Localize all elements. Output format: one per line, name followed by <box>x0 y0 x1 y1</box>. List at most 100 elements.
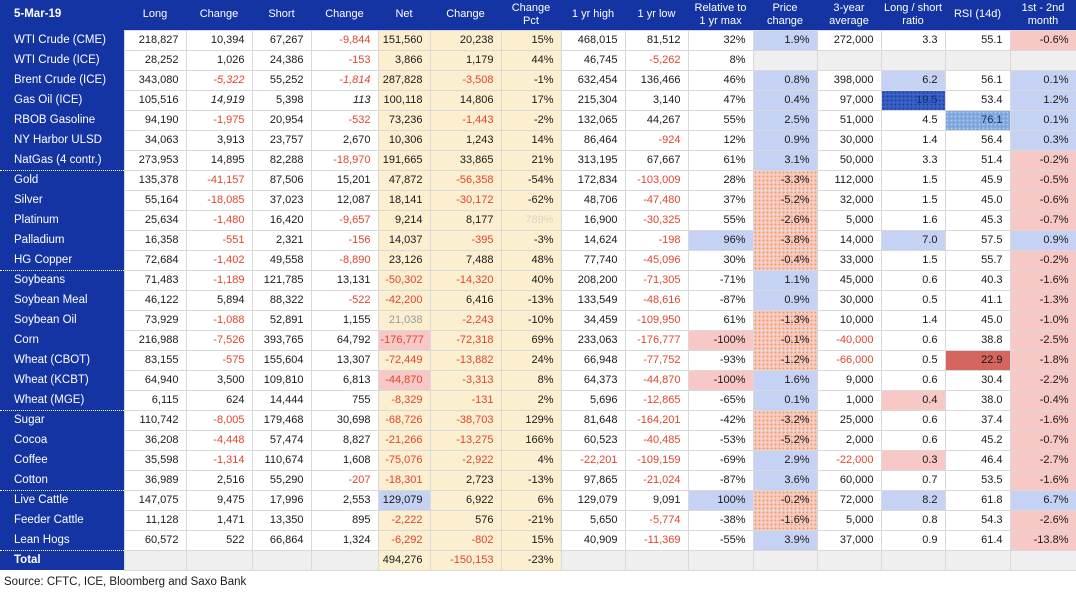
cell: 147,075 <box>123 489 187 511</box>
cell: -3.2% <box>752 409 818 431</box>
cell: 2,516 <box>185 469 253 491</box>
cell: -1.3% <box>1009 289 1076 311</box>
cell: 37% <box>687 189 754 211</box>
cell: -176,777 <box>624 329 689 351</box>
cell: -21,266 <box>377 429 431 451</box>
cell: 8.2 <box>880 489 946 511</box>
cell: 895 <box>310 509 379 531</box>
cell: 0.3 <box>880 449 946 471</box>
cell: 66,948 <box>560 349 626 371</box>
cell: 33,865 <box>429 149 502 171</box>
cell: 5,650 <box>560 509 626 531</box>
cell: 0.5 <box>880 289 946 311</box>
row-label: Cotton <box>0 470 124 490</box>
cell: 313,195 <box>560 149 626 171</box>
cell <box>944 549 1011 571</box>
table-row: Platinum 25,634 -1,480 16,420 -9,657 9,214 8,1… <box>0 209 1076 231</box>
row-label: Soybean Oil <box>0 310 124 330</box>
cell: 8% <box>500 369 562 391</box>
cell: 0.7 <box>880 469 946 491</box>
column-header: 3-year average <box>817 0 881 30</box>
cell: -3.3% <box>752 169 818 191</box>
cell: 3.9% <box>752 529 818 551</box>
cell: 36,208 <box>123 429 187 451</box>
cell: -13% <box>500 469 562 491</box>
cell: -72,318 <box>429 329 502 351</box>
row-label: Wheat (CBOT) <box>0 350 124 370</box>
cell: 48% <box>500 249 562 271</box>
cell: -69% <box>687 449 754 471</box>
cell: 132,065 <box>560 109 626 131</box>
cell: -109,950 <box>624 309 689 331</box>
cell: 55,290 <box>251 469 312 491</box>
cell: -45,096 <box>624 249 689 271</box>
table-row: Silver 55,164 -18,085 37,023 12,087 18,141 -30… <box>0 189 1076 211</box>
cell: 9,214 <box>377 209 431 231</box>
cell: -1.3% <box>752 309 818 331</box>
column-header: 1 yr high <box>561 0 625 30</box>
table-row: Cocoa 36,208 -4,448 57,474 8,827 -21,266 -13,2… <box>0 429 1076 451</box>
cell: 19.5 <box>880 89 946 111</box>
cell: -1.6% <box>1009 409 1076 431</box>
cell: 97,865 <box>560 469 626 491</box>
row-label: HG Copper <box>0 250 124 270</box>
cell: 38.8 <box>944 329 1011 351</box>
table-row: NY Harbor ULSD 34,063 3,913 23,757 2,670 10,3… <box>0 129 1076 151</box>
cell: 53.4 <box>944 89 1011 111</box>
cell: -12,865 <box>624 389 689 411</box>
column-header: Long / short ratio <box>881 0 945 30</box>
cell: 6% <box>500 489 562 511</box>
cell: 100% <box>687 489 754 511</box>
cell: 21% <box>500 149 562 171</box>
cell: 46.4 <box>944 449 1011 471</box>
cell: -0.2% <box>1009 249 1076 271</box>
cell: 208,200 <box>560 269 626 291</box>
row-label: Palladium <box>0 230 124 250</box>
table-header: 5-Mar-19 Long Change Short Change Net Change C… <box>0 0 1076 30</box>
cell: -9,657 <box>310 209 379 231</box>
cell: -1.2% <box>752 349 818 371</box>
cell: -5,322 <box>185 69 253 91</box>
row-label: Gas Oil (ICE) <box>0 90 124 110</box>
cell: 60,572 <box>123 529 187 551</box>
cell: 4.5 <box>880 109 946 131</box>
cell: 6.2 <box>880 69 946 91</box>
table-row: Wheat (CBOT) 83,155 -575 155,604 13,307 -72,4… <box>0 349 1076 371</box>
cell <box>310 549 379 571</box>
cell: -65% <box>687 389 754 411</box>
cell: -66,000 <box>816 349 882 371</box>
cell: 56.4 <box>944 129 1011 151</box>
cell: 51.4 <box>944 149 1011 171</box>
cell <box>624 549 689 571</box>
cell: 1,000 <box>816 389 882 411</box>
cell: 5,000 <box>816 509 882 531</box>
cell: 105,516 <box>123 89 187 111</box>
cell: -87% <box>687 289 754 311</box>
cell: -1.0% <box>1009 309 1076 331</box>
column-header: Short <box>252 0 311 30</box>
cell <box>1009 49 1076 71</box>
cell: 60,000 <box>816 469 882 491</box>
cell <box>1009 549 1076 571</box>
cell: 0.9% <box>752 289 818 311</box>
cell <box>880 549 946 571</box>
column-header: 1st - 2nd month <box>1010 0 1076 30</box>
cell: 494,276 <box>377 549 431 571</box>
cell: -0.7% <box>1009 429 1076 451</box>
table-row: WTI Crude (ICE) 28,252 1,026 24,386 -153 3,86… <box>0 49 1076 71</box>
row-label: Live Cattle <box>0 489 124 510</box>
cell: -22,000 <box>816 449 882 471</box>
cell: 789% <box>500 209 562 231</box>
cell: -13,275 <box>429 429 502 451</box>
cell: 47% <box>687 89 754 111</box>
cell: -575 <box>185 349 253 371</box>
cell: 17% <box>500 89 562 111</box>
cell: 47,872 <box>377 169 431 191</box>
cell: 1.5 <box>880 249 946 271</box>
cell: -5,262 <box>624 49 689 71</box>
cell: 1.6 <box>880 209 946 231</box>
cell: 33,000 <box>816 249 882 271</box>
cell: 112,000 <box>816 169 882 191</box>
cell: 76.1 <box>944 109 1011 131</box>
